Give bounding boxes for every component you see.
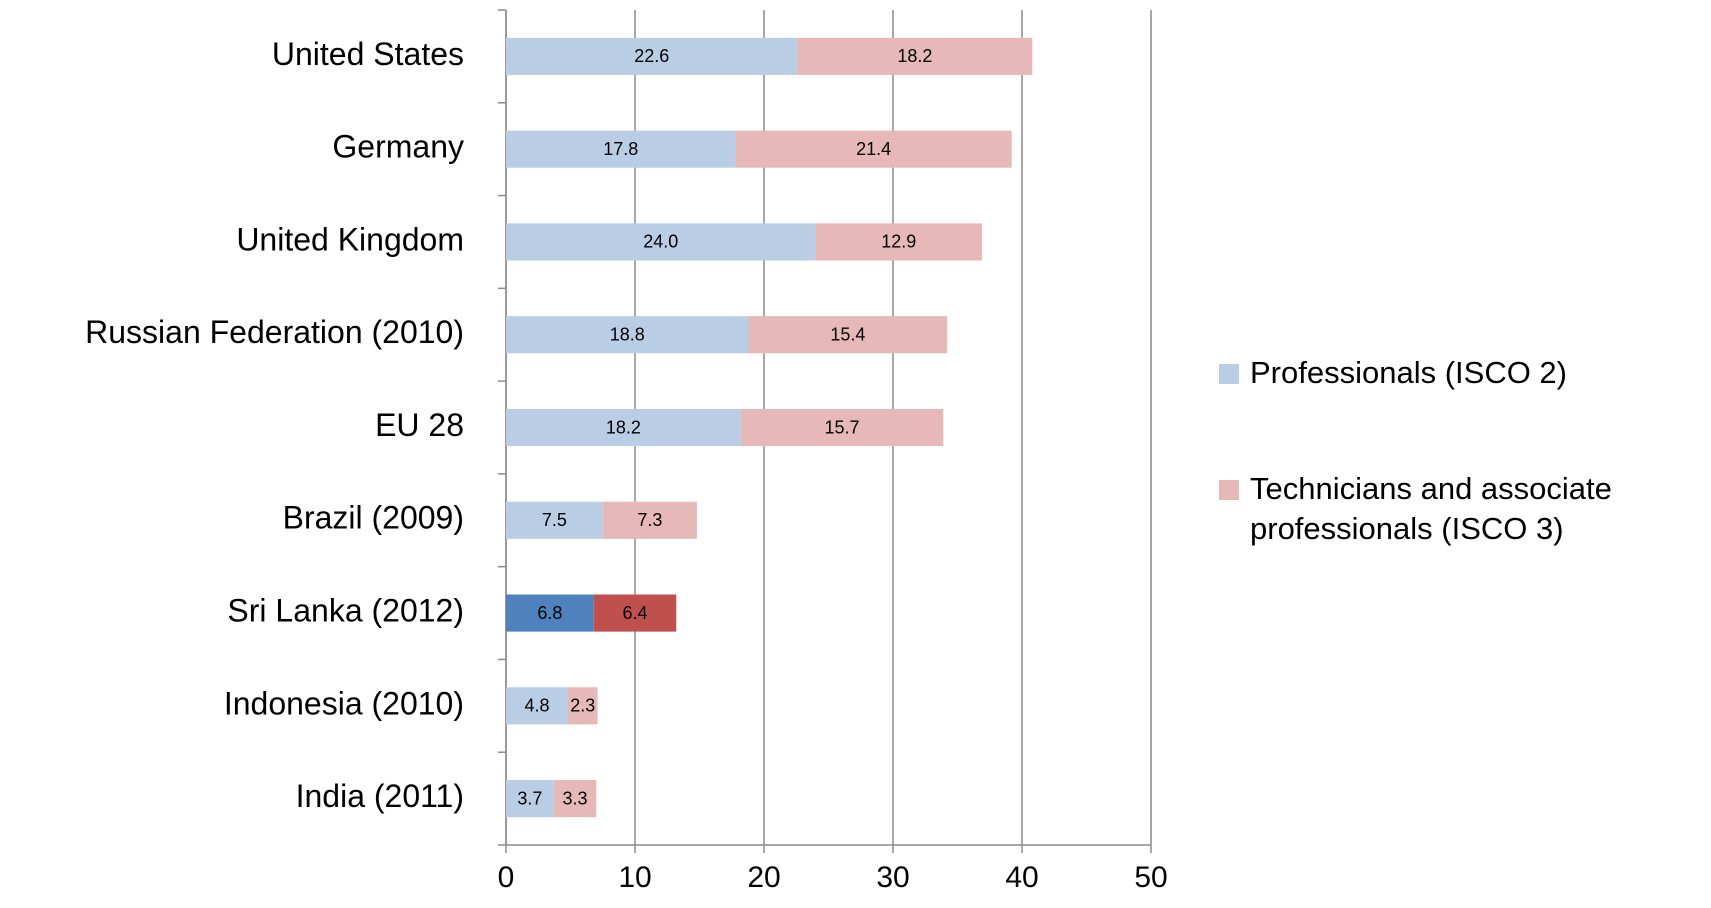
x-tick-label: 30 — [876, 861, 909, 894]
bar-segment — [553, 780, 597, 818]
value-label: 18.2 — [606, 417, 641, 437]
value-label: 6.4 — [622, 603, 647, 623]
x-tick-label: 50 — [1134, 861, 1167, 894]
x-tick-label: 40 — [1005, 861, 1038, 894]
value-label: 18.2 — [897, 46, 932, 66]
y-tick-label: Indonesia (2010) — [224, 685, 464, 721]
x-tick-label: 10 — [618, 861, 651, 894]
bar-segment — [506, 37, 798, 75]
bar-segment — [506, 130, 736, 168]
value-label: 3.7 — [517, 788, 542, 808]
bar-segment — [740, 408, 944, 447]
bar-segment — [506, 687, 568, 725]
value-label: 6.8 — [537, 603, 562, 623]
value-label: 17.8 — [603, 139, 638, 159]
y-tick-label: Russian Federation (2010) — [85, 314, 464, 350]
x-tick-label: 20 — [747, 861, 780, 894]
bar-segment — [506, 408, 741, 447]
bar-segment — [506, 316, 749, 354]
legend-entry: Professionals (ISCO 2) — [1250, 355, 1567, 390]
value-label: 3.3 — [562, 788, 587, 808]
legend-swatch — [1219, 364, 1239, 384]
bar-segment — [593, 594, 677, 632]
value-label: 21.4 — [856, 139, 891, 159]
value-label: 18.8 — [610, 324, 645, 344]
y-tick-label: United Kingdom — [236, 221, 464, 257]
legend-swatch — [1219, 480, 1239, 500]
bar-segment — [815, 223, 983, 261]
legend-label: Professionals (ISCO 2) — [1250, 355, 1567, 390]
bar-segment — [506, 501, 603, 539]
bar-segment — [506, 223, 816, 261]
y-tick-label: United States — [272, 36, 464, 72]
value-label: 7.5 — [542, 510, 567, 530]
y-tick-label: Sri Lanka (2012) — [227, 593, 464, 629]
bar-segment — [602, 501, 697, 539]
value-label: 24.0 — [643, 232, 678, 252]
y-tick-label: Brazil (2009) — [283, 500, 464, 536]
bar-segment — [797, 37, 1033, 75]
y-tick-label: Germany — [332, 129, 464, 165]
value-label: 12.9 — [881, 232, 916, 252]
legend-label: Technicians and associate professionals … — [1250, 471, 1612, 546]
bar-segment — [748, 316, 948, 354]
bar-segment — [506, 594, 594, 632]
y-tick-label: EU 28 — [375, 407, 464, 443]
bar-segment — [735, 130, 1012, 168]
value-label: 7.3 — [637, 510, 662, 530]
value-label: 15.4 — [830, 324, 865, 344]
value-label: 4.8 — [524, 696, 549, 716]
bar-segment — [506, 780, 554, 818]
x-tick-label: 0 — [498, 861, 515, 894]
y-tick-label: India (2011) — [296, 778, 464, 814]
legend-entry: Technicians and associate professionals … — [1250, 471, 1612, 546]
value-label: 2.3 — [570, 696, 595, 716]
value-label: 22.6 — [634, 46, 669, 66]
bar-segment — [567, 687, 598, 725]
value-label: 15.7 — [825, 417, 860, 437]
